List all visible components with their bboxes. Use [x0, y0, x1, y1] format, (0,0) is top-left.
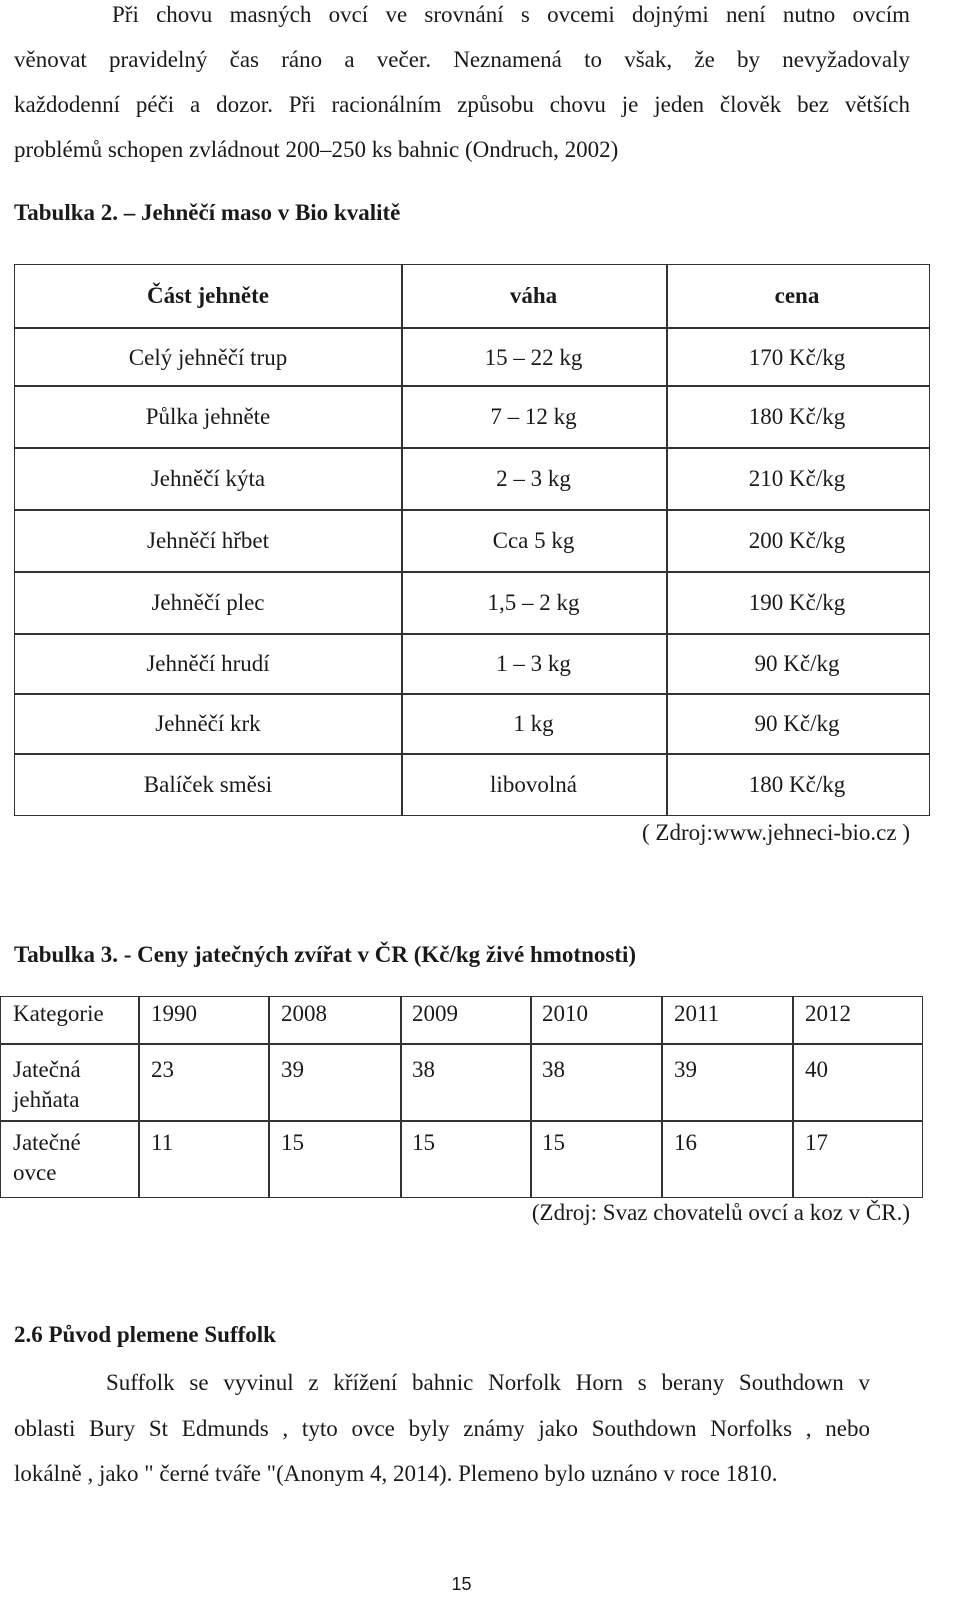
table3: Kategorie 1990 2008 2009 2010 2011 2012 … — [0, 996, 923, 1198]
table2-cell: 1 kg — [513, 711, 554, 736]
table-row: Jehněčí plec 1,5 – 2 kg 190 Kč/kg — [15, 573, 929, 633]
table2-cell: 90 Kč/kg — [754, 711, 840, 736]
table3-cell: 11 — [151, 1130, 174, 1155]
table3-cell: 39 — [281, 1057, 304, 1082]
table3-cell: 15 — [281, 1130, 304, 1155]
section-line-2: oblasti Bury St Edmunds , tyto ovce byly… — [14, 1416, 870, 1441]
table3-divider — [792, 997, 794, 1197]
table2-header-cell: váha — [509, 283, 558, 308]
table2-divider — [15, 509, 929, 511]
table3-cell: 23 — [151, 1057, 174, 1082]
table2-cell: Jehněčí kýta — [150, 466, 266, 491]
table2-cell: Balíček směsi — [143, 772, 273, 797]
table3-row-label: ovce — [13, 1160, 57, 1185]
table2-header-cell: Část jehněte — [147, 283, 269, 308]
table2-cell: 7 – 12 kg — [490, 404, 577, 429]
table2-cell: Půlka jehněte — [145, 404, 271, 429]
intro-line-4: problémů schopen zvládnout 200–250 ks ba… — [14, 137, 619, 162]
table2-divider — [15, 385, 929, 387]
table2-cell: 2 – 3 kg — [496, 466, 571, 491]
intro-line-2: věnovat pravidelný čas ráno a večer. Nez… — [14, 47, 910, 72]
table3-row-label: Jatečné — [13, 1130, 81, 1155]
table2-cell: Jehněčí plec — [151, 590, 265, 615]
table-row: Jehněčí hrudí 1 – 3 kg 90 Kč/kg — [15, 635, 929, 693]
table3-cell: 17 — [805, 1130, 828, 1155]
table2-divider — [401, 265, 403, 815]
table3-header-cell: 2011 — [674, 1001, 720, 1026]
table3-cell: 38 — [412, 1057, 435, 1082]
table2-divider — [15, 327, 929, 329]
section-line-1: Suffolk se vyvinul z křížení bahnic Norf… — [106, 1370, 870, 1395]
table3-divider — [530, 997, 532, 1197]
table2-caption: Tabulka 2. – Jehněčí maso v Bio kvalitě — [14, 200, 401, 225]
table2-divider — [15, 633, 929, 635]
table2-cell: 210 Kč/kg — [748, 466, 846, 491]
table3-row-label: Jatečná — [13, 1057, 81, 1082]
table-row: Jehněčí krk 1 kg 90 Kč/kg — [15, 695, 929, 753]
table-row: Jehněčí kýta 2 – 3 kg 210 Kč/kg — [15, 449, 929, 509]
table3-cell: 40 — [805, 1057, 828, 1082]
table2-cell: 200 Kč/kg — [748, 528, 846, 553]
table2-cell: 1 – 3 kg — [496, 651, 571, 676]
table2-cell: 180 Kč/kg — [748, 772, 846, 797]
table2-cell: 15 – 22 kg — [484, 345, 583, 370]
section-line-3: lokálně , jako " černé tváře "(Anonym 4,… — [14, 1461, 778, 1486]
table-row: Půlka jehněte 7 – 12 kg 180 Kč/kg — [15, 387, 929, 447]
table2-divider — [15, 693, 929, 695]
table2-cell: Jehněčí krk — [155, 711, 261, 736]
intro-line-3: každodenní péči a dozor. Při racionálním… — [14, 92, 910, 117]
table3-header-cell: 2009 — [412, 1001, 458, 1026]
table3-cell: 15 — [542, 1130, 565, 1155]
table3-header-cell: 1990 — [151, 1001, 197, 1026]
table3-header-cell: Kategorie — [13, 1001, 104, 1026]
table3-divider — [661, 997, 663, 1197]
table2-cell: Jehněčí hrudí — [146, 651, 270, 676]
table2-divider — [15, 571, 929, 573]
table2-cell: 190 Kč/kg — [748, 590, 846, 615]
table2-source: ( Zdroj:www.jehneci-bio.cz ) — [641, 820, 910, 845]
table3-divider — [1, 1120, 922, 1122]
table2-cell: 1,5 – 2 kg — [487, 590, 580, 615]
table-row: Balíček směsi libovolná 180 Kč/kg — [15, 755, 929, 815]
table-row: Celý jehněčí trup 15 – 22 kg 170 Kč/kg — [15, 329, 929, 387]
table3-caption: Tabulka 3. - Ceny jatečných zvířat v ČR … — [14, 942, 637, 967]
page-number: 15 — [451, 1574, 472, 1594]
table3-source: (Zdroj: Svaz chovatelů ovcí a koz v ČR.) — [531, 1200, 910, 1225]
table3-divider — [400, 997, 402, 1197]
table2-cell: Jehněčí hřbet — [147, 528, 269, 553]
table2-header-cell: cena — [774, 283, 820, 308]
table2-cell: 170 Kč/kg — [748, 345, 846, 370]
table2-cell: Cca 5 kg — [492, 528, 575, 553]
table3-header-cell: 2012 — [805, 1001, 851, 1026]
table2-cell: 90 Kč/kg — [754, 651, 840, 676]
table3-divider — [268, 997, 270, 1197]
table3-divider — [138, 997, 140, 1197]
table2: Část jehněte váha cena Celý jehněčí trup… — [14, 264, 930, 816]
table3-cell: 16 — [674, 1130, 697, 1155]
table3-cell: 38 — [542, 1057, 565, 1082]
table2-cell: 180 Kč/kg — [748, 404, 846, 429]
table3-header-cell: 2010 — [542, 1001, 588, 1026]
section-heading: 2.6 Původ plemene Suffolk — [14, 1322, 276, 1347]
table2-divider — [15, 753, 929, 755]
table2-divider — [666, 265, 668, 815]
table3-header-cell: 2008 — [281, 1001, 327, 1026]
intro-line-1: Při chovu masných ovcí ve srovnání s ovc… — [112, 2, 910, 27]
table3-row-label: jehňata — [13, 1087, 80, 1112]
table2-cell: Celý jehněčí trup — [128, 345, 288, 370]
table2-divider — [15, 447, 929, 449]
table3-cell: 15 — [412, 1130, 435, 1155]
table3-divider — [1, 1043, 922, 1045]
table2-cell: libovolná — [490, 772, 577, 797]
table3-cell: 39 — [674, 1057, 697, 1082]
table-row: Jehněčí hřbet Cca 5 kg 200 Kč/kg — [15, 511, 929, 571]
table2-header-row: Část jehněte váha cena — [15, 265, 929, 327]
